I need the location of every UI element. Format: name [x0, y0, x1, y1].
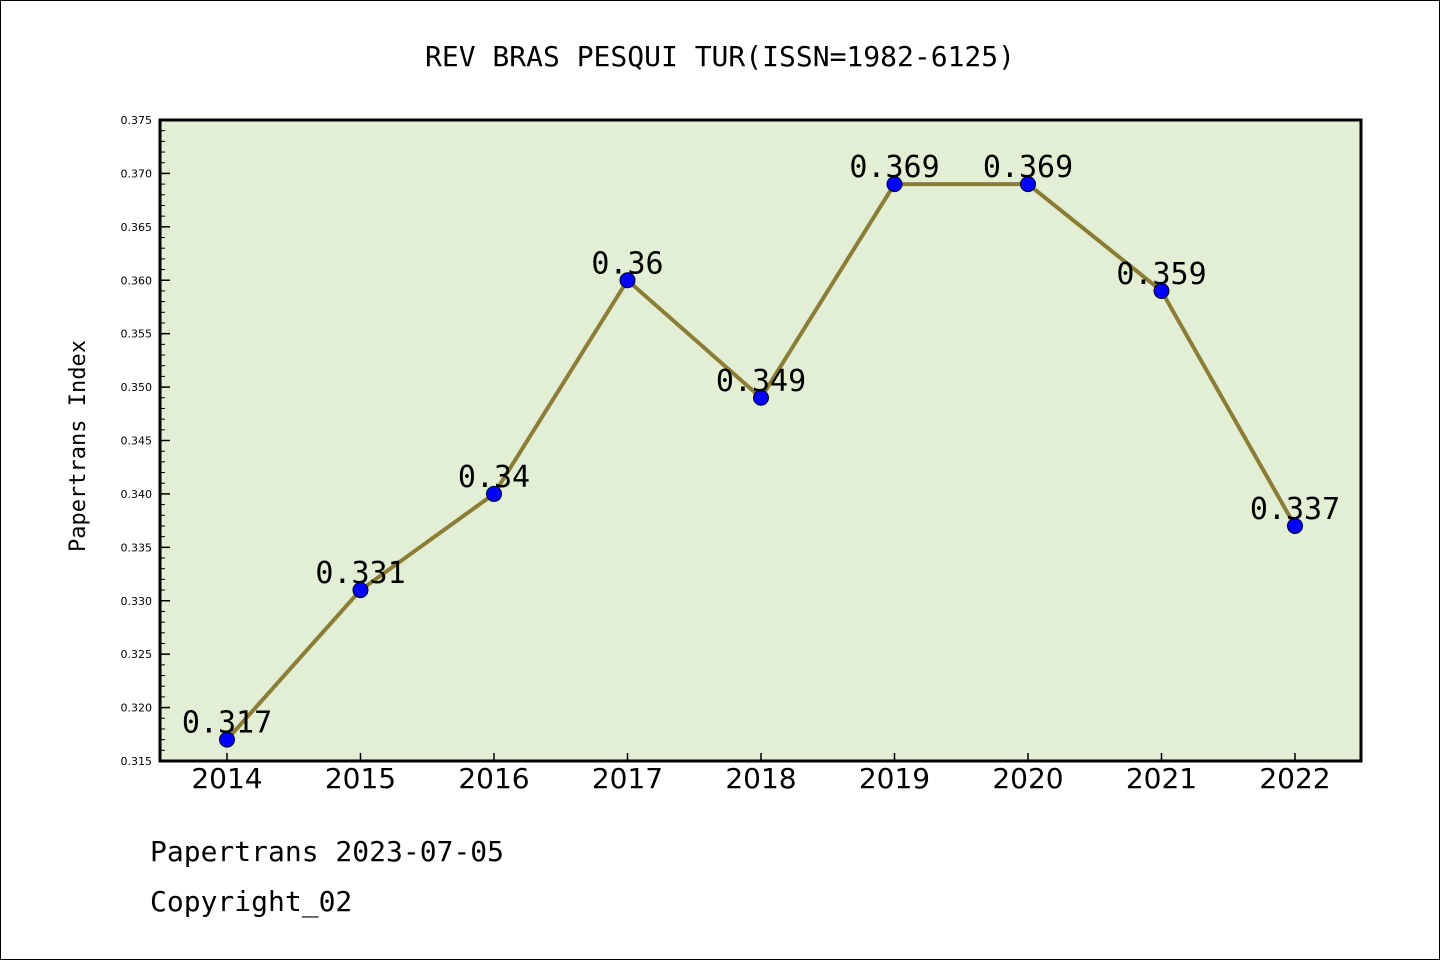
x-tick-label: 2015	[325, 762, 396, 795]
data-point	[619, 272, 636, 289]
data-label: 0.349	[716, 364, 806, 399]
data-point	[1287, 517, 1303, 534]
x-axis-ticks: 2014 2015 2016 2017 2018 2019 2020 2021 2022	[191, 753, 1331, 795]
y-tick-label: 0.340	[121, 488, 153, 501]
series-markers	[219, 176, 1303, 748]
y-axis-label: Papertrans Index	[66, 340, 91, 552]
footer-copyright: Copyright_02	[150, 885, 353, 918]
x-tick-label: 2016	[458, 762, 529, 795]
x-tick-label: 2022	[1259, 762, 1330, 795]
plot-area	[158, 118, 1363, 763]
y-axis-ticks: 0.315 0.320 0.325 0.330 0.335 0.340 0.345 0.350…	[121, 114, 170, 768]
y-tick-label: 0.330	[121, 595, 153, 608]
data-point	[486, 485, 502, 502]
y-tick-label: 0.325	[121, 648, 153, 661]
data-label: 0.36	[591, 246, 663, 281]
data-point	[1020, 176, 1036, 193]
data-point	[1153, 282, 1170, 299]
x-tick-label: 2020	[992, 762, 1063, 795]
chart-title: REV BRAS PESQUI TUR(ISSN=1982-6125)	[425, 40, 1015, 73]
data-label: 0.337	[1250, 492, 1340, 527]
data-label: 0.359	[1116, 257, 1206, 292]
data-point	[219, 731, 235, 748]
y-tick-label: 0.360	[121, 274, 153, 287]
data-label: 0.369	[849, 150, 939, 185]
x-tick-label: 2017	[592, 762, 663, 795]
y-tick-label: 0.315	[121, 755, 153, 768]
x-tick-label: 2021	[1126, 762, 1197, 795]
data-label: 0.317	[182, 706, 272, 741]
y-tick-label: 0.375	[121, 114, 153, 127]
y-tick-label: 0.335	[121, 541, 153, 554]
y-tick-label: 0.370	[121, 167, 153, 180]
data-label: 0.331	[315, 556, 405, 591]
data-labels: 0.317 0.331 0.34 0.36 0.349 0.369 0.369 0.359 0.…	[182, 150, 1340, 741]
data-point	[352, 582, 369, 599]
x-tick-label: 2019	[859, 762, 930, 795]
y-tick-label: 0.365	[121, 221, 153, 234]
y-tick-label: 0.320	[121, 702, 153, 715]
data-point	[753, 389, 769, 406]
data-label: 0.369	[983, 150, 1073, 185]
x-tick-label: 2014	[191, 762, 262, 795]
y-tick-label: 0.355	[121, 328, 153, 341]
y-tick-label: 0.350	[121, 381, 153, 394]
x-tick-label: 2018	[725, 762, 796, 795]
data-label: 0.34	[458, 460, 530, 495]
footer-date: Papertrans 2023-07-05	[150, 835, 505, 868]
y-tick-label: 0.345	[121, 435, 153, 448]
data-point	[886, 176, 903, 193]
